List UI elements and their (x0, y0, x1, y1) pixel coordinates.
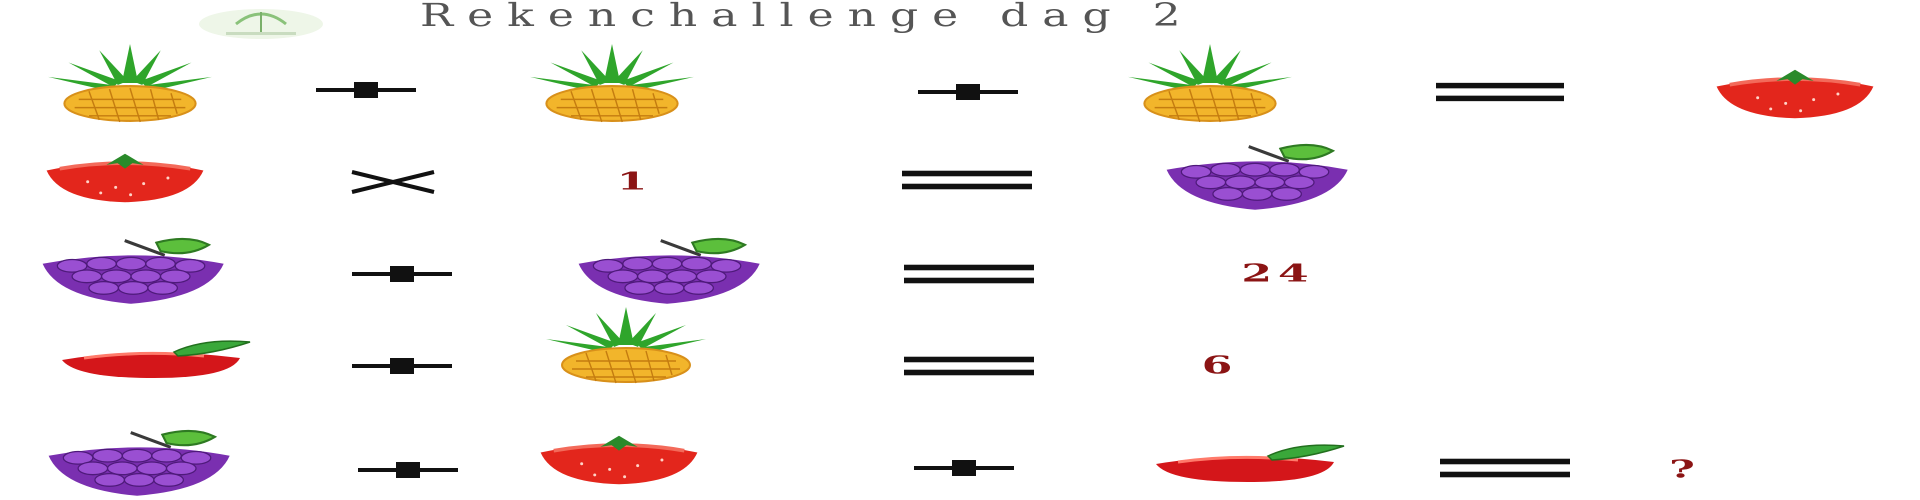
plus-operator (352, 354, 452, 378)
apple-icon (54, 336, 254, 380)
apple-icon (1148, 440, 1348, 484)
grapes-icon (36, 424, 236, 498)
logo (196, 4, 326, 40)
equals-operator (904, 354, 1034, 378)
strawberry-icon (30, 150, 220, 206)
grapes-icon (566, 232, 766, 306)
times-operator (348, 170, 438, 194)
answer-question-mark: ? (1669, 454, 1701, 484)
pineapple-icon (512, 42, 712, 124)
plus-operator (358, 458, 458, 482)
equals-operator (1440, 456, 1570, 480)
plus-operator (316, 78, 416, 102)
strawberry-icon (524, 432, 714, 488)
plus-operator (914, 456, 1014, 480)
equals-operator (1436, 80, 1564, 104)
plus-operator (352, 262, 452, 286)
equals-operator (904, 262, 1034, 286)
equals-operator (902, 168, 1032, 192)
pineapple-icon (30, 42, 230, 124)
result-6: 6 (1201, 350, 1239, 380)
plus-operator (918, 80, 1018, 104)
number-one: 1 (616, 166, 654, 196)
result-24: 24 (1241, 258, 1315, 288)
grapes-icon (1154, 138, 1354, 212)
pineapple-icon (536, 304, 716, 386)
page-title: Rekenchallenge dag 2 (420, 0, 1195, 34)
strawberry-icon (1700, 66, 1890, 122)
pineapple-icon (1110, 42, 1310, 124)
grapes-icon (30, 232, 230, 306)
